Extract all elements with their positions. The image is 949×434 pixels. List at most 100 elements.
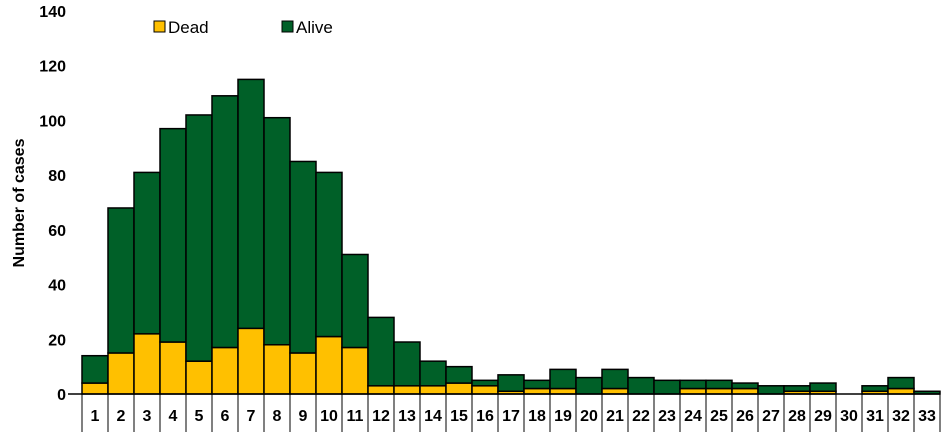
x-tick-label: 32 <box>892 408 910 425</box>
x-tick-label: 21 <box>606 408 624 425</box>
x-tick-label: 25 <box>710 408 728 425</box>
bar-segment-alive-22 <box>627 376 655 395</box>
x-tick-label: 4 <box>169 408 178 425</box>
x-tick-label: 17 <box>502 408 520 425</box>
x-tick-label: 7 <box>247 408 256 425</box>
bar-segment-alive-26 <box>731 382 759 390</box>
bar-segment-dead-26 <box>731 387 759 395</box>
bar-segment-alive-19 <box>549 368 577 390</box>
bar-segment-dead-18 <box>523 387 551 395</box>
bar-segment-alive-21 <box>601 368 629 390</box>
x-tick-label: 33 <box>918 408 936 425</box>
x-axis: 1 2 3 4 5 6 7 8 9 10 11 12 13 14 15 16 17 18 19 20 21 22 23 24 2… <box>68 393 941 432</box>
x-tick-label: 22 <box>632 408 650 425</box>
y-axis: 0 20 40 60 80 100 120 140 <box>39 4 66 404</box>
bar-segment-alive-25 <box>705 379 733 390</box>
x-tick-label: 8 <box>273 408 282 425</box>
x-tick-label: 1 <box>91 408 100 425</box>
legend-swatch-alive <box>281 20 294 33</box>
bar-segment-dead-21 <box>601 387 629 395</box>
x-tick-label: 11 <box>347 408 364 425</box>
x-tick-label: 29 <box>814 408 832 425</box>
bar-segment-dead-25 <box>705 387 733 395</box>
bar-segment-dead-11 <box>341 346 369 395</box>
bar-segment-alive-17 <box>497 374 525 393</box>
legend-label-alive: Alive <box>296 18 333 37</box>
x-tick-label: 28 <box>788 408 806 425</box>
y-tick-label: 80 <box>48 168 66 185</box>
bar-segment-alive-7 <box>237 78 265 330</box>
bar-segment-dead-14 <box>419 385 447 395</box>
bar-segment-alive-20 <box>575 376 603 395</box>
x-tick-label: 2 <box>117 408 126 425</box>
bars <box>81 78 941 395</box>
x-tick-label: 14 <box>424 408 442 425</box>
bar-segment-dead-7 <box>237 327 265 395</box>
bar-segment-alive-11 <box>341 253 369 349</box>
x-tick-label: 23 <box>658 408 676 425</box>
x-tick-label: 30 <box>840 408 858 425</box>
bar-segment-alive-23 <box>653 379 681 395</box>
y-tick-label: 120 <box>39 59 66 76</box>
bar-segment-alive-1 <box>81 354 109 384</box>
bar-segment-alive-15 <box>445 365 473 384</box>
x-tick-label: 24 <box>684 408 702 425</box>
bar-segment-dead-6 <box>211 346 239 395</box>
x-tick-label: 15 <box>450 408 468 425</box>
bar-segment-alive-9 <box>289 160 317 354</box>
x-tick-label: 12 <box>372 408 390 425</box>
y-tick-label: 140 <box>39 4 66 21</box>
bar-segment-alive-27 <box>757 385 785 395</box>
bar-segment-dead-13 <box>393 385 421 395</box>
bar-segment-dead-19 <box>549 387 577 395</box>
y-tick-label: 100 <box>39 113 66 130</box>
bar-segment-alive-4 <box>159 127 187 343</box>
bar-segment-dead-1 <box>81 382 109 395</box>
x-tick-label: 31 <box>866 408 884 425</box>
bar-segment-alive-31 <box>861 385 889 393</box>
bar-segment-alive-13 <box>393 341 421 387</box>
bar-segment-alive-8 <box>263 116 291 346</box>
bar-segment-alive-3 <box>133 171 161 335</box>
bar-segment-dead-3 <box>133 333 161 395</box>
x-tick-label: 10 <box>320 408 338 425</box>
y-tick-label: 20 <box>48 332 66 349</box>
x-tick-label: 18 <box>528 408 546 425</box>
bar-segment-dead-10 <box>315 335 343 395</box>
bar-segment-alive-5 <box>185 114 213 362</box>
bar-segment-dead-16 <box>471 385 499 395</box>
bar-segment-dead-2 <box>107 352 135 395</box>
bar-segment-alive-18 <box>523 379 551 390</box>
x-tick-label: 9 <box>299 408 308 425</box>
y-tick-label: 40 <box>48 278 66 295</box>
legend-label-dead: Dead <box>168 18 209 37</box>
x-tick-label: 5 <box>195 408 204 425</box>
x-tick-label: 13 <box>398 408 416 425</box>
bar-segment-dead-15 <box>445 382 473 395</box>
bar-segment-alive-28 <box>783 385 811 393</box>
bar-segment-alive-6 <box>211 95 239 349</box>
bar-segment-alive-16 <box>471 379 499 387</box>
bar-segment-dead-4 <box>159 341 187 395</box>
x-tick-label: 20 <box>580 408 598 425</box>
y-axis-title: Number of cases <box>11 138 28 267</box>
y-tick-label: 0 <box>57 387 66 404</box>
bar-segment-alive-2 <box>107 207 135 354</box>
x-tick-label: 16 <box>476 408 494 425</box>
bar-segment-alive-14 <box>419 360 447 387</box>
bar-segment-dead-24 <box>679 387 707 395</box>
legend: Dead Alive <box>153 18 333 37</box>
bar-segment-dead-5 <box>185 360 213 395</box>
bar-segment-alive-12 <box>367 316 395 387</box>
x-tick-label: 6 <box>221 408 230 425</box>
bar-segment-dead-9 <box>289 352 317 395</box>
x-tick-label: 19 <box>554 408 572 425</box>
bar-segment-dead-8 <box>263 344 291 395</box>
bar-segment-alive-24 <box>679 379 707 390</box>
bar-segment-alive-32 <box>887 376 915 390</box>
y-tick-label: 60 <box>48 223 66 240</box>
bar-segment-dead-12 <box>367 385 395 395</box>
x-tick-label: 3 <box>143 408 152 425</box>
legend-swatch-dead <box>153 20 166 33</box>
